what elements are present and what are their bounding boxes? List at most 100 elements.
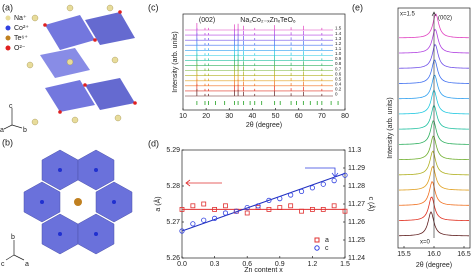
chart-title: Na₂Co₂₋ₓZnₓTeO₆ (240, 17, 296, 24)
arrow (431, 11, 437, 238)
legend-label: c (325, 245, 329, 252)
y2-tick-label: 11.26 (348, 219, 365, 226)
x-axis-label: 2θ (degree) (246, 122, 282, 129)
annotation: (002) (199, 17, 215, 24)
axis-name: a (25, 261, 29, 268)
y-tick-label: 5.28 (166, 183, 180, 190)
x-tick-label: 0.9 (275, 261, 285, 268)
plot-frame (182, 13, 346, 111)
y-axis-label: Intensity (arb. units) (387, 97, 394, 158)
panel-label: (a) (2, 2, 13, 12)
point (201, 217, 207, 223)
point (277, 196, 283, 202)
x-tick-label: 0.0 (177, 261, 187, 268)
annotation: (002) (438, 16, 452, 22)
point (277, 205, 283, 211)
axis-name: a (0, 127, 4, 134)
x-axis-label: Zn content x (244, 267, 283, 273)
series-label: 0.8 (335, 61, 342, 66)
point (223, 203, 228, 209)
x-tick-label: 50 (272, 113, 280, 120)
series-label: 0.7 (335, 66, 342, 71)
point (320, 181, 326, 187)
point (266, 206, 272, 212)
point (190, 221, 196, 227)
point (201, 201, 207, 207)
point (342, 208, 348, 214)
series-label: 1.2 (335, 41, 342, 46)
x-tick-label: 60 (295, 113, 303, 120)
y2-tick-label: 11.27 (348, 201, 365, 208)
x-tick-label: 0.3 (210, 261, 220, 268)
y-tick-label: 5.26 (166, 255, 180, 262)
point (222, 210, 229, 216)
series-label: 1.5 (335, 26, 342, 31)
series-label: 0 (335, 92, 338, 97)
point (331, 203, 337, 209)
point (331, 178, 337, 184)
point (309, 185, 315, 191)
y-axis-label: Intensity (arb. units) (172, 31, 179, 92)
legend-label: O²⁻ (14, 45, 26, 52)
panel-label: (d) (148, 138, 159, 148)
point (233, 208, 239, 214)
fit-line (181, 172, 346, 232)
x-tick-label: 15.5 (397, 251, 411, 258)
series-label: 1.1 (335, 46, 342, 51)
series-label: 0.6 (335, 71, 342, 76)
y2-axis-label: c (Å) (367, 197, 376, 212)
panel-label: (c) (148, 2, 159, 12)
legend-marker (314, 245, 320, 251)
point (299, 208, 304, 214)
axis-name: b (23, 127, 27, 134)
axis-name: c (1, 261, 5, 268)
crystal-b-atoms (5, 168, 116, 261)
y2-tick-label: 11.24 (348, 255, 365, 262)
x-axis-label: 2θ (degree) (416, 262, 452, 269)
point (190, 203, 196, 209)
x-tick-label: 10 (179, 113, 187, 120)
point (255, 203, 261, 209)
point (212, 206, 218, 212)
legend-label: Na⁺ (14, 15, 27, 22)
y2-tick-label: 11.28 (348, 183, 365, 190)
arrow (185, 179, 222, 187)
plot-frame (181, 149, 346, 259)
series-label: 1.0 (335, 51, 342, 56)
annotation: x=1.5 (400, 12, 416, 18)
series-label: 0.9 (335, 56, 342, 61)
crystal-a (3, 4, 137, 130)
point (309, 206, 315, 212)
point (320, 206, 326, 212)
arrow (305, 167, 339, 178)
panel-label: (b) (2, 137, 13, 147)
x-tick-label: 70 (318, 113, 326, 120)
point (298, 188, 305, 194)
annotation: x=0 (420, 240, 431, 246)
x-tick-label: 80 (341, 113, 349, 120)
series-label: 1.3 (335, 36, 342, 41)
x-tick-label: 1.2 (308, 261, 318, 268)
series-label: 1.4 (335, 31, 342, 36)
x-tick-label: 16.0 (427, 251, 441, 258)
series-label: 0.2 (335, 87, 342, 92)
y-tick-label: 5.29 (166, 147, 180, 154)
point (288, 192, 294, 198)
y-tick-label: 5.27 (166, 219, 180, 226)
x-tick-label: 30 (225, 113, 233, 120)
point (244, 205, 250, 211)
panel-label: (e) (352, 2, 363, 12)
point (288, 203, 294, 209)
x-tick-label: 40 (249, 113, 257, 120)
legend-label: Te⁶⁺ (14, 35, 28, 42)
y2-tick-label: 11.29 (348, 165, 365, 172)
y2-tick-label: 11.25 (348, 237, 365, 244)
x-tick-label: 20 (202, 113, 210, 120)
legend-label: Co²⁺ (14, 25, 29, 32)
point (212, 215, 218, 221)
x-tick-label: 1.5 (340, 261, 350, 268)
series-label: 0.4 (335, 82, 342, 87)
axis-name: b (11, 234, 15, 241)
point (255, 205, 261, 211)
